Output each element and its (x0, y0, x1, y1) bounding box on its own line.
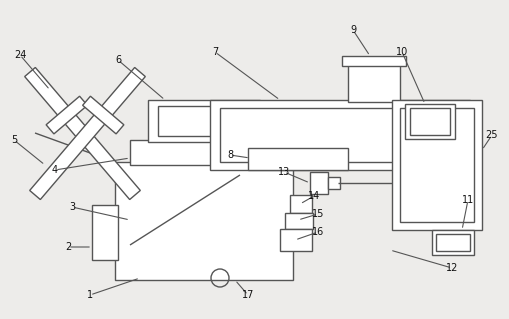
Text: 10: 10 (395, 47, 407, 57)
Bar (92, 205, 118, 260)
Bar (399, 108, 473, 222)
Bar (115, 162, 293, 280)
Text: 2: 2 (65, 242, 71, 252)
Text: 1: 1 (87, 290, 93, 300)
Bar (327, 177, 340, 189)
Text: 7: 7 (211, 47, 218, 57)
Polygon shape (30, 67, 145, 200)
Text: 3: 3 (69, 202, 75, 212)
Bar (130, 140, 277, 165)
Text: 25: 25 (485, 130, 497, 140)
Bar (290, 195, 312, 213)
Bar (247, 148, 347, 170)
Bar (158, 106, 249, 136)
Bar (409, 108, 449, 135)
Bar (148, 100, 260, 142)
Bar (391, 100, 481, 230)
Text: 24: 24 (14, 50, 26, 60)
Text: 13: 13 (277, 167, 290, 177)
Text: 9: 9 (349, 25, 355, 35)
Bar (210, 100, 469, 170)
Bar (285, 213, 313, 229)
Text: 6: 6 (115, 55, 121, 65)
Polygon shape (46, 96, 87, 134)
Text: 15: 15 (311, 209, 324, 219)
Text: 11: 11 (461, 195, 473, 205)
Text: 5: 5 (11, 135, 17, 145)
Bar (431, 230, 473, 255)
Text: 16: 16 (312, 227, 324, 237)
Bar (404, 104, 454, 139)
Bar (219, 108, 459, 162)
Text: 4: 4 (52, 165, 58, 175)
Text: 12: 12 (445, 263, 457, 273)
Text: 14: 14 (307, 191, 320, 201)
Text: 17: 17 (241, 290, 253, 300)
Bar (342, 56, 405, 66)
Bar (435, 234, 469, 251)
Text: 8: 8 (227, 150, 233, 160)
Polygon shape (82, 96, 124, 134)
Polygon shape (24, 67, 140, 200)
Bar (309, 172, 327, 194)
Bar (347, 60, 399, 102)
Bar (279, 229, 312, 251)
